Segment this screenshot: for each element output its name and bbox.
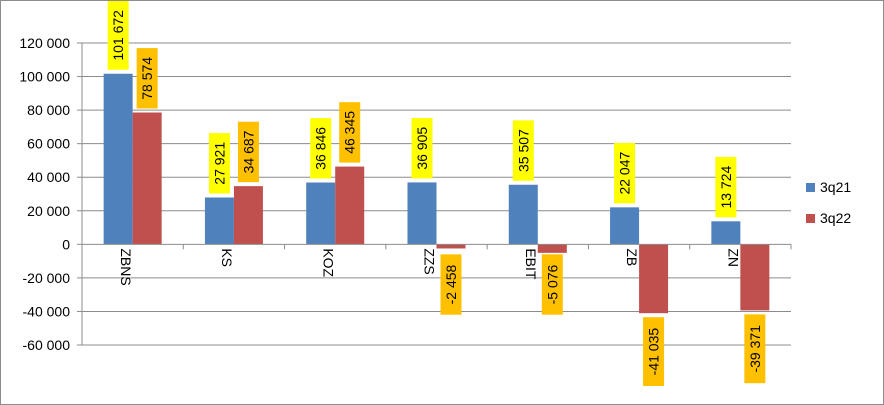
y-tick-label: -60 000	[23, 337, 71, 353]
y-tick-label: 20 000	[27, 203, 70, 219]
data-label: -5 076	[544, 264, 560, 304]
legend-label: 3q21	[820, 179, 851, 195]
data-label: 36 846	[313, 127, 329, 170]
data-label-box	[208, 133, 230, 194]
data-label: 101 672	[110, 10, 126, 61]
data-label: 27 921	[211, 142, 227, 185]
data-label: -39 371	[747, 325, 763, 373]
bars	[103, 73, 770, 314]
bar-3q22-ZZS	[436, 244, 466, 249]
data-label-box	[411, 118, 433, 179]
data-label: 35 507	[515, 129, 531, 172]
x-category-label: KOZ	[320, 248, 336, 277]
bar-3q21-ZZS	[407, 182, 437, 245]
data-label-box	[107, 1, 129, 70]
y-tick-label: 120 000	[19, 35, 70, 51]
bar-3q21-KOZ	[306, 182, 336, 245]
data-label-box	[744, 314, 766, 384]
bar-3q21-ZBNS	[103, 73, 133, 245]
x-category-label: ZBNS	[118, 248, 134, 285]
data-label: -2 458	[443, 264, 459, 304]
x-category-label: ZB	[624, 248, 640, 266]
data-label: 36 905	[414, 127, 430, 170]
bar-3q22-ZN	[740, 244, 770, 311]
x-axis	[81, 243, 792, 250]
bar-3q21-KS	[204, 197, 234, 245]
legend: 3q21 3q22	[806, 179, 851, 226]
bar-3q22-ZB	[639, 244, 669, 314]
data-label: 13 724	[718, 165, 734, 208]
x-category-label: EBIT	[523, 248, 539, 280]
x-category-label: KS	[219, 248, 235, 267]
data-label-box	[440, 254, 462, 315]
data-label-box	[136, 48, 158, 109]
bar-3q22-EBIT	[537, 244, 567, 253]
data-label-box	[237, 121, 259, 183]
bar-3q21-EBIT	[508, 184, 538, 245]
data-label-box	[715, 156, 737, 218]
y-tick-label: 60 000	[27, 136, 70, 152]
legend-label: 3q22	[820, 210, 851, 226]
y-axis-ticks: 120 000 100 000 80 000 60 000 40 000 20 000 0 -…	[19, 35, 83, 353]
y-tick-label: 80 000	[27, 102, 70, 118]
bar-3q21-ZN	[711, 221, 741, 245]
bar-3q22-ZBNS	[132, 112, 162, 245]
data-label: 78 574	[139, 57, 155, 100]
y-tick-label: -40 000	[23, 303, 71, 319]
data-label-box	[339, 102, 361, 163]
y-tick-label: 100 000	[19, 69, 70, 85]
data-label-box	[512, 120, 534, 181]
data-label: -41 035	[646, 328, 662, 376]
data-label-box	[614, 142, 636, 204]
data-label: 34 687	[240, 130, 256, 173]
legend-swatch	[806, 214, 815, 223]
y-tick-label: 0	[62, 236, 70, 252]
x-category-label: ZZS	[422, 248, 438, 274]
bar-3q22-KOZ	[335, 166, 365, 245]
data-label-box	[310, 118, 332, 179]
data-label-box	[541, 254, 563, 315]
data-label: 22 047	[617, 152, 633, 195]
bar-3q21-ZB	[610, 207, 640, 245]
x-category-label: ZN	[725, 248, 741, 267]
y-tick-label: 40 000	[27, 169, 70, 185]
bar-3q22-KS	[233, 186, 263, 245]
data-labels: 101 672 78 574 27 921 34 687 36 846 46 345 36 …	[107, 1, 766, 386]
data-label-box	[643, 317, 665, 386]
legend-swatch	[806, 183, 815, 192]
data-label: 46 345	[342, 111, 358, 154]
x-axis-labels: ZBNS KS KOZ ZZS EBIT ZB ZN	[118, 248, 742, 285]
y-tick-label: -20 000	[23, 270, 71, 286]
